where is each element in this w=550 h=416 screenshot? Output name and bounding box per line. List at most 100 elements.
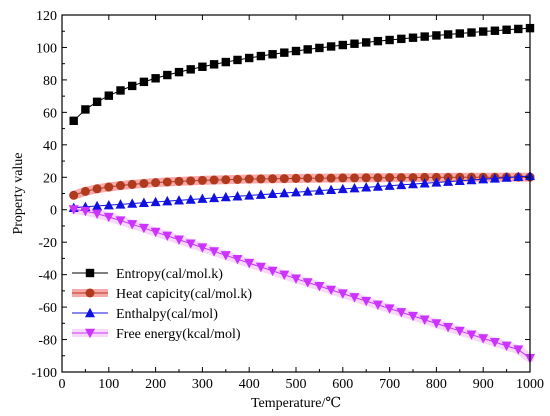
data-point (373, 173, 383, 183)
data-point (466, 330, 477, 340)
data-point (338, 173, 348, 183)
data-point (256, 51, 266, 61)
data-point (115, 216, 126, 226)
data-point (174, 235, 184, 245)
data-point (443, 323, 454, 333)
legend-label: Entropy(cal/mol.k) (116, 267, 223, 282)
data-point (303, 45, 312, 54)
data-point (80, 186, 90, 196)
data-point (255, 189, 266, 199)
data-point (291, 274, 301, 284)
data-point (139, 178, 149, 188)
data-point (151, 74, 160, 83)
data-point (490, 26, 500, 35)
data-point (256, 174, 266, 184)
data-point (372, 300, 383, 311)
data-point (115, 199, 126, 209)
series-line-2 (73, 175, 531, 209)
legend: Entropy(cal/mol.k) Heat capicity(cal/mol.… (72, 267, 252, 342)
legend-item-0: Entropy(cal/mol.k) (72, 267, 223, 282)
data-point (267, 188, 278, 199)
data-point (338, 40, 347, 50)
data-point (349, 293, 360, 303)
data-point (92, 184, 102, 194)
data-point (186, 65, 195, 74)
y-tick-label: 60 (43, 106, 57, 121)
legend-label: Heat capicity(cal/mol.k) (116, 287, 252, 302)
data-point (302, 186, 313, 196)
data-point (174, 176, 184, 186)
data-point (385, 35, 394, 45)
data-point (127, 198, 138, 208)
data-point (220, 251, 231, 261)
data-point (350, 173, 359, 183)
data-point (197, 175, 207, 185)
legend-label: Free energy(kcal/mol) (116, 327, 241, 342)
data-point (326, 173, 336, 183)
data-point (197, 243, 208, 253)
data-point (104, 91, 113, 100)
x-tick-label: 500 (286, 377, 307, 392)
axis-layer: 0 100 200 300 400 500 600 700 800 900 1000-100-80-… (31, 9, 544, 392)
data-point (279, 174, 289, 184)
data-point (185, 194, 196, 204)
data-point (502, 25, 511, 34)
data-point (92, 209, 103, 219)
legend-item-3: Free energy(kcal/mol) (72, 327, 241, 342)
y-tick-label: -60 (38, 301, 57, 316)
data-point (103, 199, 114, 210)
data-point (420, 32, 429, 41)
data-point (138, 197, 149, 207)
y-tick-label: -40 (38, 269, 57, 284)
data-point (268, 50, 277, 59)
data-point (361, 173, 371, 183)
series-layer (68, 23, 535, 364)
data-point (232, 191, 243, 201)
x-tick-label: 800 (426, 377, 447, 392)
data-point (362, 38, 371, 47)
data-point (209, 175, 219, 185)
data-point (244, 258, 255, 269)
data-point (372, 181, 383, 191)
data-point (443, 30, 453, 39)
data-point (245, 53, 254, 63)
data-point (443, 176, 454, 186)
data-point (255, 262, 266, 273)
series-line-0 (73, 27, 531, 122)
data-point (198, 62, 207, 71)
data-point (513, 345, 524, 355)
data-point (174, 67, 184, 77)
data-point (220, 191, 231, 202)
data-point (467, 28, 476, 37)
data-point (139, 77, 149, 87)
data-point (466, 174, 477, 185)
data-point (162, 195, 173, 206)
data-point (174, 195, 184, 205)
data-point (455, 29, 464, 38)
data-point (431, 177, 442, 187)
data-point (489, 173, 500, 183)
data-point (268, 174, 278, 184)
data-point (361, 296, 372, 307)
data-point (337, 289, 348, 299)
data-point (280, 48, 289, 57)
data-point (302, 278, 313, 288)
data-point (116, 181, 125, 191)
data-point (150, 227, 161, 238)
legend-label: Enthalpy(cal/mol) (116, 307, 218, 322)
y-tick-label: 40 (43, 139, 57, 154)
data-point (408, 173, 418, 183)
x-tick-label: 0 (59, 377, 66, 392)
data-point (116, 86, 125, 95)
data-point (361, 182, 372, 192)
data-point (349, 182, 360, 193)
data-point (68, 205, 79, 215)
data-point (408, 33, 418, 42)
data-point (478, 174, 489, 184)
data-point (127, 220, 138, 230)
data-point (478, 334, 489, 344)
data-point (419, 315, 430, 325)
data-point (138, 223, 149, 234)
data-point (81, 105, 90, 114)
y-tick-label: -20 (38, 236, 57, 251)
